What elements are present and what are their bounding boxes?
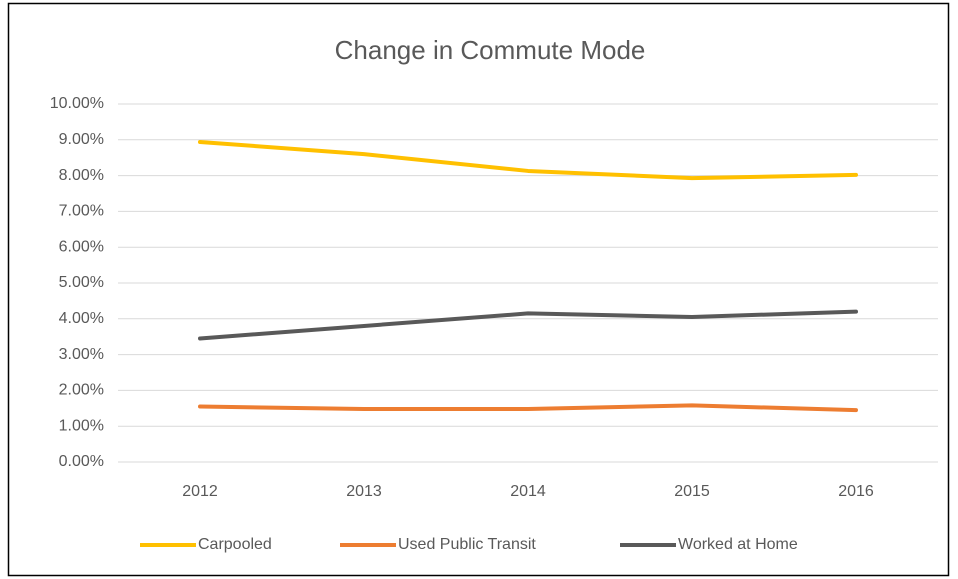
y-tick-label: 10.00% <box>50 95 104 112</box>
y-tick-label: 0.00% <box>59 453 104 470</box>
y-tick-label: 2.00% <box>59 382 104 399</box>
legend-label: Carpooled <box>198 536 272 553</box>
legend-label: Used Public Transit <box>398 536 536 553</box>
y-tick-label: 7.00% <box>59 203 104 220</box>
y-tick-label: 5.00% <box>59 274 104 291</box>
chart-border <box>7 2 950 577</box>
y-tick-label: 1.00% <box>59 417 104 434</box>
series-line <box>198 139 858 181</box>
y-tick-label: 3.00% <box>59 346 104 363</box>
legend-label: Worked at Home <box>678 536 798 553</box>
y-tick-label: 4.00% <box>59 310 104 327</box>
x-tick-label: 2016 <box>838 483 874 500</box>
chart-title: Change in Commute Mode <box>335 35 646 65</box>
y-tick-label: 9.00% <box>59 131 104 148</box>
y-tick-label: 8.00% <box>59 167 104 184</box>
x-tick-label: 2012 <box>182 483 218 500</box>
y-tick-label: 6.00% <box>59 238 104 255</box>
series-line <box>198 403 858 413</box>
x-tick-label: 2015 <box>674 483 710 500</box>
x-tick-label: 2014 <box>510 483 546 500</box>
series-line <box>198 309 858 341</box>
x-tick-label: 2013 <box>346 483 382 500</box>
